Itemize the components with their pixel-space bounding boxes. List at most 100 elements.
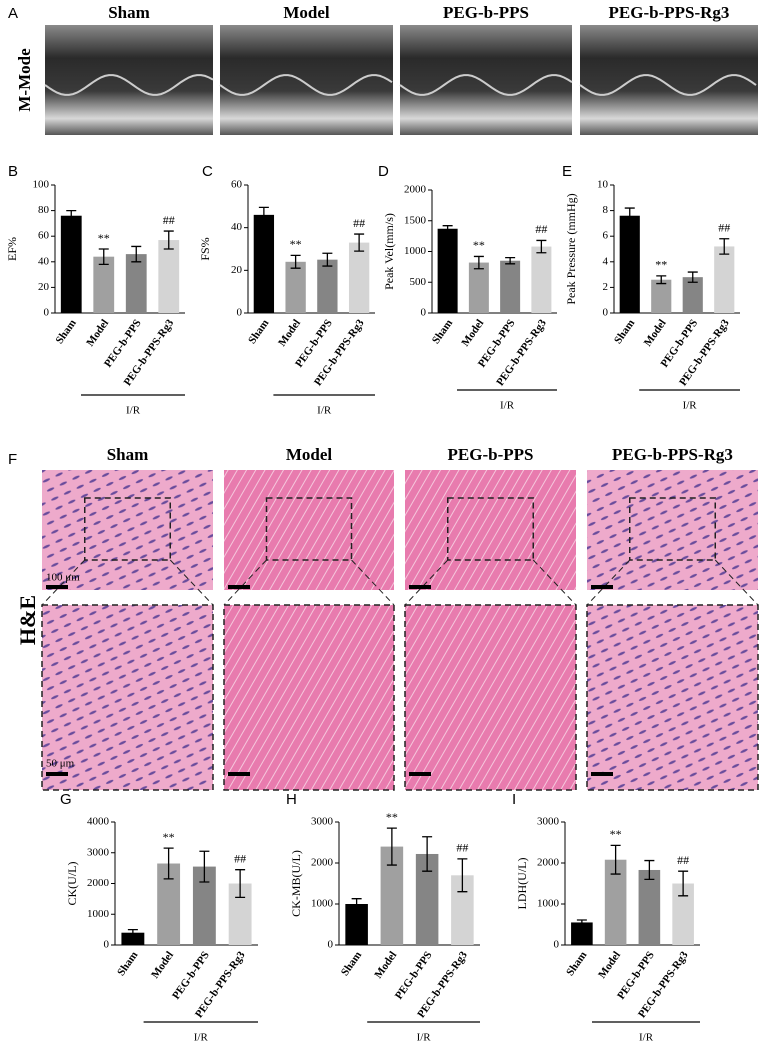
y-tick-label: 3000 xyxy=(537,816,560,828)
he-zoom-image xyxy=(404,604,577,791)
bar xyxy=(93,256,115,313)
m-mode-image xyxy=(580,25,758,135)
error-bar xyxy=(127,928,138,937)
y-tick-label: 3000 xyxy=(311,816,334,828)
y-tick-label: 8 xyxy=(603,204,609,216)
side-label: M-Mode xyxy=(15,48,34,112)
m-mode-image xyxy=(400,25,572,135)
bar xyxy=(125,254,147,313)
error-bar xyxy=(199,850,210,883)
y-tick-label: 1000 xyxy=(404,245,427,257)
x-tick-label: Sham xyxy=(612,317,637,346)
bar xyxy=(437,228,458,313)
y-tick-label: 3000 xyxy=(87,846,110,858)
he-zoom-image xyxy=(41,604,214,791)
panel-letter: I xyxy=(512,791,516,808)
bar xyxy=(317,259,338,313)
zoom-line xyxy=(404,559,449,606)
group-label: I/R xyxy=(417,1032,432,1044)
x-tick-label: Model xyxy=(149,949,176,980)
bar xyxy=(285,261,306,313)
he-image xyxy=(405,470,576,590)
x-tick-label: Sham xyxy=(54,317,79,346)
significance: ## xyxy=(535,222,547,236)
m-mode-image xyxy=(45,25,213,135)
bar xyxy=(60,215,82,313)
y-tick-label: 4 xyxy=(603,255,609,267)
zoom-box xyxy=(265,497,353,561)
scale-bar xyxy=(228,772,250,776)
error-bar xyxy=(98,248,109,266)
zoom-line xyxy=(532,559,577,606)
y-tick-label: 80 xyxy=(38,204,50,216)
x-tick-label: Model xyxy=(596,949,623,980)
y-tick-label: 20 xyxy=(231,264,243,276)
column-title: PEG-b-PPS-Rg3 xyxy=(612,445,733,464)
panel-letter: B xyxy=(8,163,18,180)
error-bar xyxy=(354,233,365,252)
x-tick-label: Model xyxy=(372,949,399,980)
he-image xyxy=(224,470,394,590)
significance: ## xyxy=(456,841,468,855)
group-label: I/R xyxy=(317,405,332,417)
panel-letter: F xyxy=(8,451,17,468)
group-label: I/R xyxy=(639,1032,654,1044)
scale-bar xyxy=(228,585,250,589)
y-tick-label: 0 xyxy=(421,307,427,319)
significance: ** xyxy=(655,258,667,272)
zoom-line xyxy=(41,559,86,606)
y-tick-label: 10 xyxy=(597,179,609,191)
y-tick-label: 20 xyxy=(38,281,50,293)
m-mode-trace xyxy=(399,74,573,96)
column-title: PEG-b-PPS-Rg3 xyxy=(609,3,730,22)
y-axis-label: CK-MB(U/L) xyxy=(289,850,303,917)
y-tick-label: 1000 xyxy=(311,898,334,910)
error-bar xyxy=(442,225,453,233)
column-title: Sham xyxy=(108,3,150,22)
column-title: PEG-b-PPS xyxy=(443,3,529,22)
error-bar xyxy=(163,230,174,250)
scale-bar xyxy=(46,585,68,589)
he-zoom-image xyxy=(223,604,395,791)
error-bar xyxy=(457,858,468,893)
zoom-line xyxy=(351,559,395,606)
bar xyxy=(604,859,627,945)
bar xyxy=(158,240,180,313)
error-bar xyxy=(258,206,269,223)
x-tick-label: Model xyxy=(459,317,486,348)
significance: ** xyxy=(610,827,622,841)
bar xyxy=(121,932,145,945)
y-tick-label: 0 xyxy=(328,939,334,951)
y-axis-label: CK(U/L) xyxy=(65,862,79,906)
significance: ## xyxy=(677,853,689,867)
he-image xyxy=(42,470,213,590)
significance: ## xyxy=(353,216,365,230)
x-tick-label: Sham xyxy=(246,317,271,346)
bar xyxy=(468,262,489,313)
y-tick-label: 6 xyxy=(603,230,609,242)
error-bar xyxy=(163,847,174,880)
error-bar xyxy=(386,827,397,866)
error-bar xyxy=(644,859,655,881)
scale-label: 100 μm xyxy=(46,572,80,584)
error-bar xyxy=(235,869,246,898)
panel-letter: G xyxy=(60,791,72,808)
significance: ** xyxy=(163,830,175,844)
zoom-line xyxy=(223,559,267,606)
panel-letter: E xyxy=(562,163,572,180)
y-tick-label: 2000 xyxy=(87,877,110,889)
panel-letter: H xyxy=(286,791,297,808)
y-tick-label: 1000 xyxy=(537,898,560,910)
significance: ** xyxy=(386,810,398,824)
bar xyxy=(531,246,552,313)
y-tick-label: 500 xyxy=(410,276,427,288)
error-bar xyxy=(290,254,301,269)
x-tick-label: Sham xyxy=(115,949,140,978)
bar xyxy=(451,875,474,945)
x-tick-label: Model xyxy=(84,317,111,348)
x-tick-label: Sham xyxy=(339,949,364,978)
column-title: Model xyxy=(286,445,333,464)
zoom-box xyxy=(84,497,171,561)
bar xyxy=(380,846,404,945)
